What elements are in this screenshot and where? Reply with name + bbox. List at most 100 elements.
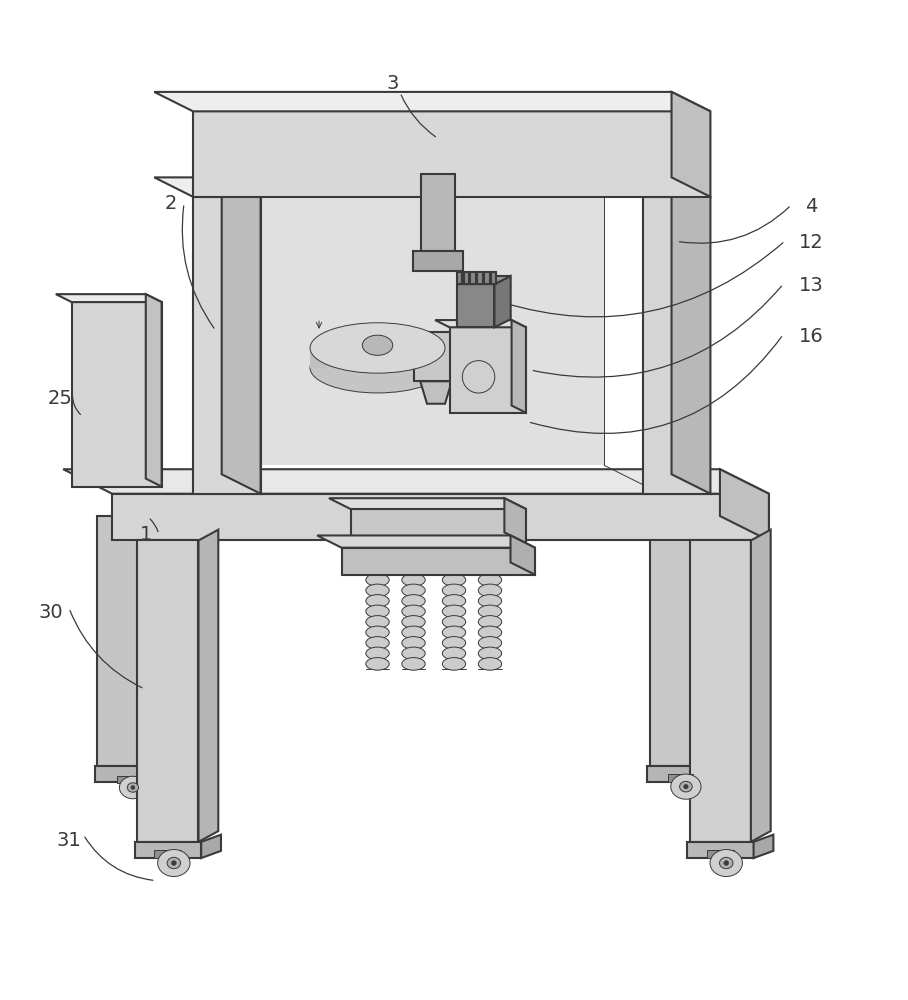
Ellipse shape bbox=[366, 605, 390, 618]
Bar bbox=[117, 776, 139, 783]
Polygon shape bbox=[491, 272, 497, 284]
Polygon shape bbox=[112, 494, 769, 540]
Ellipse shape bbox=[442, 637, 466, 649]
Polygon shape bbox=[449, 327, 526, 413]
Polygon shape bbox=[412, 251, 463, 271]
Text: 3: 3 bbox=[387, 74, 399, 93]
Polygon shape bbox=[687, 842, 754, 858]
Ellipse shape bbox=[671, 774, 701, 799]
Ellipse shape bbox=[479, 574, 502, 586]
Polygon shape bbox=[329, 498, 526, 509]
Text: 4: 4 bbox=[805, 197, 817, 216]
Ellipse shape bbox=[479, 584, 502, 597]
Polygon shape bbox=[504, 498, 526, 543]
Ellipse shape bbox=[479, 626, 502, 639]
Polygon shape bbox=[146, 294, 162, 487]
Ellipse shape bbox=[442, 616, 466, 628]
Polygon shape bbox=[193, 197, 261, 494]
Ellipse shape bbox=[366, 584, 390, 597]
Ellipse shape bbox=[479, 595, 502, 607]
Polygon shape bbox=[94, 766, 162, 782]
Ellipse shape bbox=[158, 850, 190, 877]
Ellipse shape bbox=[120, 776, 146, 799]
Polygon shape bbox=[464, 272, 469, 284]
Polygon shape bbox=[154, 92, 710, 111]
Polygon shape bbox=[711, 505, 731, 766]
Polygon shape bbox=[420, 174, 455, 251]
Ellipse shape bbox=[366, 574, 390, 586]
Ellipse shape bbox=[366, 595, 390, 607]
Ellipse shape bbox=[310, 323, 445, 373]
Bar bbox=[154, 850, 182, 858]
Ellipse shape bbox=[402, 584, 425, 597]
Ellipse shape bbox=[442, 574, 466, 586]
Bar bbox=[667, 774, 693, 782]
Polygon shape bbox=[650, 516, 711, 766]
Ellipse shape bbox=[402, 616, 425, 628]
Ellipse shape bbox=[366, 637, 390, 649]
Ellipse shape bbox=[402, 605, 425, 618]
Polygon shape bbox=[154, 177, 261, 197]
Ellipse shape bbox=[710, 850, 743, 877]
Polygon shape bbox=[511, 320, 526, 413]
Polygon shape bbox=[457, 272, 462, 284]
Polygon shape bbox=[672, 177, 710, 494]
Polygon shape bbox=[457, 276, 510, 284]
Ellipse shape bbox=[366, 616, 390, 628]
Ellipse shape bbox=[679, 781, 692, 792]
Ellipse shape bbox=[442, 605, 466, 618]
Ellipse shape bbox=[402, 637, 425, 649]
Polygon shape bbox=[435, 320, 526, 327]
Ellipse shape bbox=[362, 335, 393, 355]
Polygon shape bbox=[420, 381, 452, 404]
Polygon shape bbox=[222, 177, 604, 465]
Text: 13: 13 bbox=[799, 276, 824, 295]
Text: 12: 12 bbox=[799, 233, 824, 252]
Ellipse shape bbox=[366, 647, 390, 660]
Polygon shape bbox=[317, 535, 535, 548]
Polygon shape bbox=[751, 530, 771, 842]
Polygon shape bbox=[478, 272, 483, 284]
Polygon shape bbox=[604, 177, 710, 197]
Ellipse shape bbox=[719, 857, 733, 869]
Polygon shape bbox=[193, 111, 710, 197]
Circle shape bbox=[172, 861, 176, 865]
Ellipse shape bbox=[167, 857, 181, 869]
Text: 1: 1 bbox=[140, 525, 153, 544]
Ellipse shape bbox=[402, 658, 425, 670]
Polygon shape bbox=[672, 92, 710, 197]
Text: 31: 31 bbox=[56, 831, 82, 850]
Polygon shape bbox=[310, 348, 445, 368]
Polygon shape bbox=[199, 530, 218, 842]
Ellipse shape bbox=[442, 647, 466, 660]
Polygon shape bbox=[484, 272, 489, 284]
Polygon shape bbox=[647, 766, 714, 782]
Polygon shape bbox=[690, 540, 751, 842]
Circle shape bbox=[131, 785, 135, 790]
Ellipse shape bbox=[402, 647, 425, 660]
Circle shape bbox=[684, 784, 688, 789]
Polygon shape bbox=[350, 509, 526, 543]
Ellipse shape bbox=[402, 574, 425, 586]
Ellipse shape bbox=[442, 584, 466, 597]
Ellipse shape bbox=[366, 658, 390, 670]
Ellipse shape bbox=[402, 626, 425, 639]
Text: 30: 30 bbox=[39, 603, 64, 622]
Polygon shape bbox=[470, 272, 476, 284]
Polygon shape bbox=[55, 294, 162, 302]
Ellipse shape bbox=[127, 783, 139, 792]
Text: 25: 25 bbox=[47, 389, 73, 408]
Ellipse shape bbox=[310, 343, 445, 393]
Polygon shape bbox=[134, 842, 202, 858]
Ellipse shape bbox=[366, 626, 390, 639]
Ellipse shape bbox=[479, 658, 502, 670]
Text: 2: 2 bbox=[164, 194, 177, 213]
Polygon shape bbox=[202, 835, 221, 858]
Ellipse shape bbox=[442, 658, 466, 670]
Polygon shape bbox=[72, 302, 162, 487]
Polygon shape bbox=[64, 469, 769, 494]
Ellipse shape bbox=[479, 605, 502, 618]
Polygon shape bbox=[754, 835, 774, 858]
Bar bbox=[706, 850, 734, 858]
Polygon shape bbox=[137, 540, 199, 842]
